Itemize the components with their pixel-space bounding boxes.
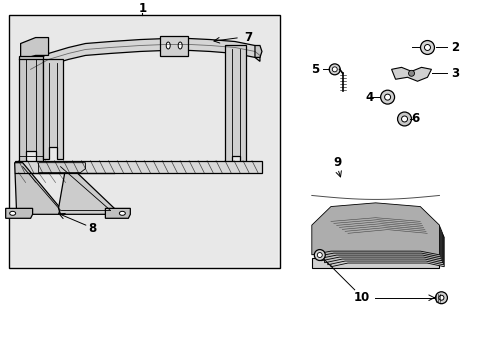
Text: 3: 3	[450, 67, 459, 80]
Polygon shape	[39, 163, 85, 172]
Circle shape	[424, 45, 429, 50]
Polygon shape	[314, 205, 439, 257]
Polygon shape	[321, 209, 441, 261]
Polygon shape	[254, 45, 262, 57]
Circle shape	[435, 292, 447, 304]
Polygon shape	[327, 213, 443, 265]
Polygon shape	[20, 37, 48, 59]
Ellipse shape	[178, 42, 182, 49]
Text: 5: 5	[310, 63, 318, 76]
Ellipse shape	[10, 211, 16, 215]
Circle shape	[331, 67, 337, 72]
Circle shape	[438, 295, 443, 300]
Bar	[9, 15, 279, 268]
Circle shape	[328, 64, 340, 75]
Polygon shape	[324, 211, 442, 263]
Circle shape	[401, 116, 407, 122]
Text: 7: 7	[244, 31, 251, 44]
Circle shape	[407, 70, 414, 76]
Polygon shape	[15, 161, 262, 172]
Circle shape	[380, 90, 394, 104]
Polygon shape	[42, 59, 62, 159]
Text: 8: 8	[88, 222, 96, 235]
Text: 9: 9	[333, 156, 341, 169]
Text: 2: 2	[450, 41, 459, 54]
Polygon shape	[160, 36, 188, 57]
Bar	[311, 258, 439, 268]
Polygon shape	[31, 39, 260, 75]
Polygon shape	[19, 57, 42, 163]
Circle shape	[384, 94, 390, 100]
Polygon shape	[391, 67, 430, 81]
Polygon shape	[330, 215, 443, 267]
Polygon shape	[105, 208, 130, 218]
Ellipse shape	[119, 211, 125, 215]
Text: 10: 10	[353, 291, 369, 304]
Text: 4: 4	[365, 91, 373, 104]
Polygon shape	[318, 207, 440, 259]
Circle shape	[314, 249, 325, 261]
Polygon shape	[59, 163, 114, 214]
Polygon shape	[224, 45, 245, 166]
Circle shape	[397, 112, 411, 126]
Bar	[11, 17, 277, 266]
Circle shape	[420, 41, 433, 54]
Polygon shape	[6, 208, 33, 218]
Text: 1: 1	[138, 2, 146, 15]
Text: 6: 6	[410, 112, 419, 126]
Ellipse shape	[166, 42, 170, 49]
Polygon shape	[15, 163, 61, 214]
Polygon shape	[311, 203, 439, 255]
Circle shape	[317, 253, 322, 257]
